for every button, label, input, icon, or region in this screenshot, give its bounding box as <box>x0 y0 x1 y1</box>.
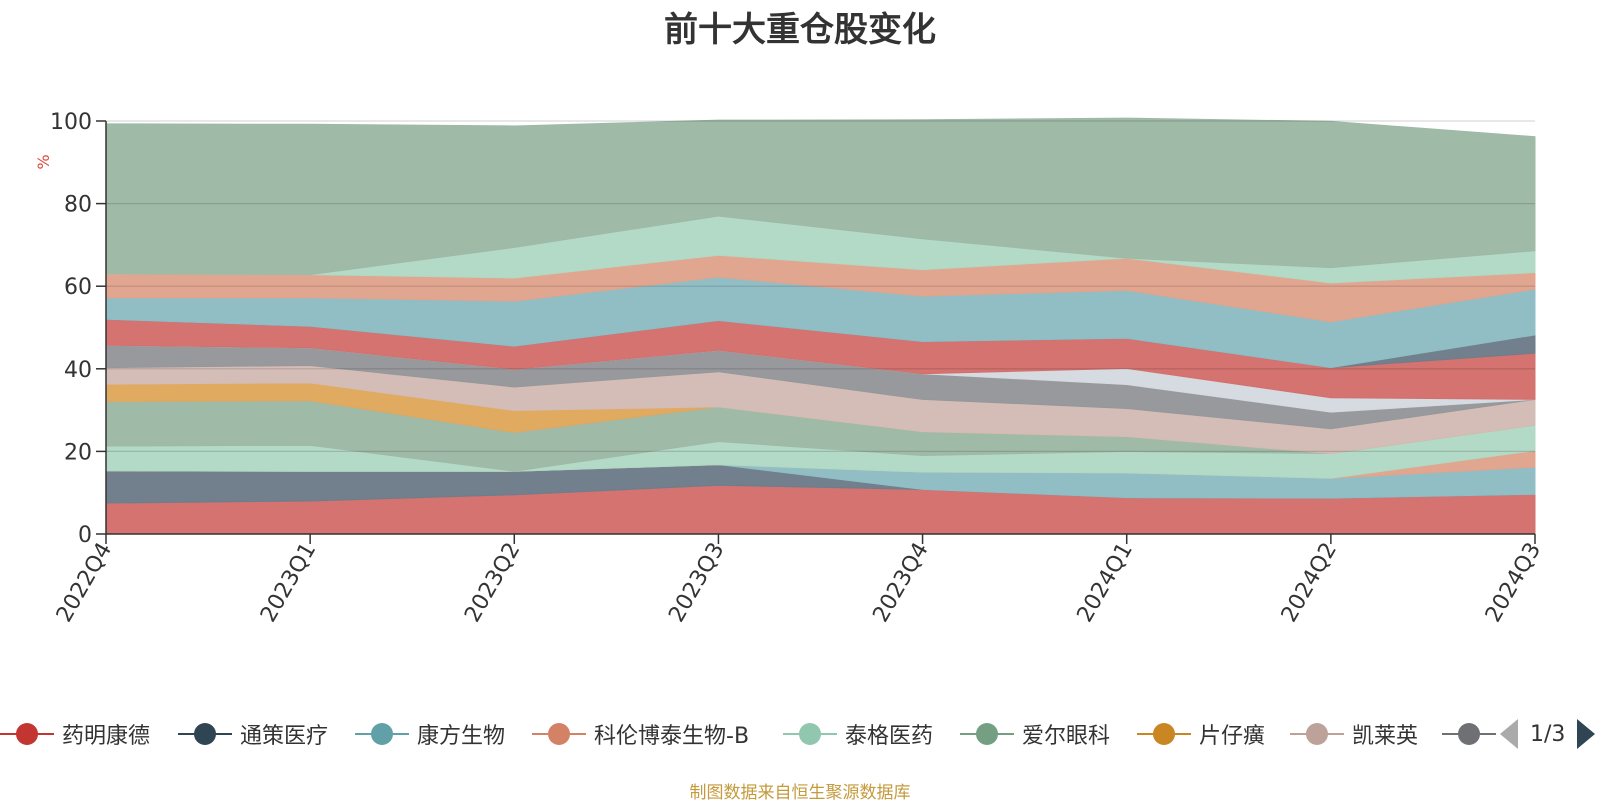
legend-label: 康方生物 <box>417 724 506 749</box>
x-tick-label: 2023Q4 <box>868 539 933 627</box>
legend-item[interactable]: 康方生物 <box>355 714 505 754</box>
legend-label: 片仔癀 <box>1199 724 1266 749</box>
legend-marker-icon <box>178 720 232 748</box>
legend-item[interactable]: 药明康德 <box>0 714 150 754</box>
legend-prev-icon[interactable] <box>1500 719 1518 749</box>
legend-label: 泰格医药 <box>845 724 934 749</box>
x-tick-label: 2023Q1 <box>256 539 321 627</box>
x-tick-label: 2024Q2 <box>1277 539 1342 627</box>
legend-marker-icon <box>0 720 54 748</box>
chart-svg: 0 20 40 60 80 100 2022Q4 2023Q1 2023Q2 2023Q3 2023… <box>34 110 1546 627</box>
chart-title: 前十大重仓股变化 <box>664 10 936 50</box>
legend: 药明康德 通策医疗 康方生物 科伦博泰生物-B 泰格医药 爱尔眼科 片仔癀 凯莱英 <box>0 714 1600 754</box>
legend-item[interactable]: 通策医疗 <box>178 714 328 754</box>
legend-label: 科伦博泰生物-B <box>594 724 750 749</box>
x-tick-label: 2023Q3 <box>664 539 729 627</box>
x-tick-label: 2023Q2 <box>460 539 525 627</box>
legend-marker-icon <box>960 720 1014 748</box>
legend-item[interactable]: 科伦博泰生物-B <box>532 714 749 754</box>
source-note: 制图数据来自恒生聚源数据库 <box>689 783 911 803</box>
legend-marker-icon <box>532 720 586 748</box>
y-tick-label: 40 <box>64 358 92 383</box>
y-tick-label: 0 <box>78 523 92 548</box>
x-tick-label: 2024Q1 <box>1073 539 1138 627</box>
legend-next-icon[interactable] <box>1577 719 1596 749</box>
legend-label: 通策医疗 <box>240 724 329 749</box>
legend-marker-icon <box>1137 720 1191 748</box>
y-tick-label: 20 <box>64 440 92 465</box>
x-tick-label: 2024Q3 <box>1481 539 1546 627</box>
legend-label: 凯莱英 <box>1352 724 1419 749</box>
legend-page-indicator: 1/3 <box>1530 721 1566 747</box>
legend-item[interactable]: 片仔癀 <box>1137 714 1265 754</box>
legend-pager: 1/3 <box>1500 718 1596 750</box>
legend-marker-icon <box>355 720 409 748</box>
legend-item[interactable] <box>1442 714 1504 754</box>
legend-marker-icon <box>783 720 837 748</box>
stacked-areas <box>105 117 1536 535</box>
y-tick-label: 80 <box>64 193 92 218</box>
legend-item[interactable]: 凯莱英 <box>1290 714 1418 754</box>
y-tick-label: 60 <box>64 275 92 300</box>
legend-marker-icon <box>1290 720 1344 748</box>
y-tick-label: 100 <box>50 110 92 135</box>
area-series-16[interactable] <box>105 117 1536 276</box>
legend-label: 药明康德 <box>62 724 151 749</box>
legend-item[interactable]: 泰格医药 <box>783 714 933 754</box>
legend-label: 爱尔眼科 <box>1022 724 1111 749</box>
x-tick-label: 2022Q4 <box>52 539 117 627</box>
y-axis-unit: % <box>34 154 53 169</box>
legend-item[interactable]: 爱尔眼科 <box>960 714 1110 754</box>
legend-marker-icon <box>1442 720 1496 748</box>
